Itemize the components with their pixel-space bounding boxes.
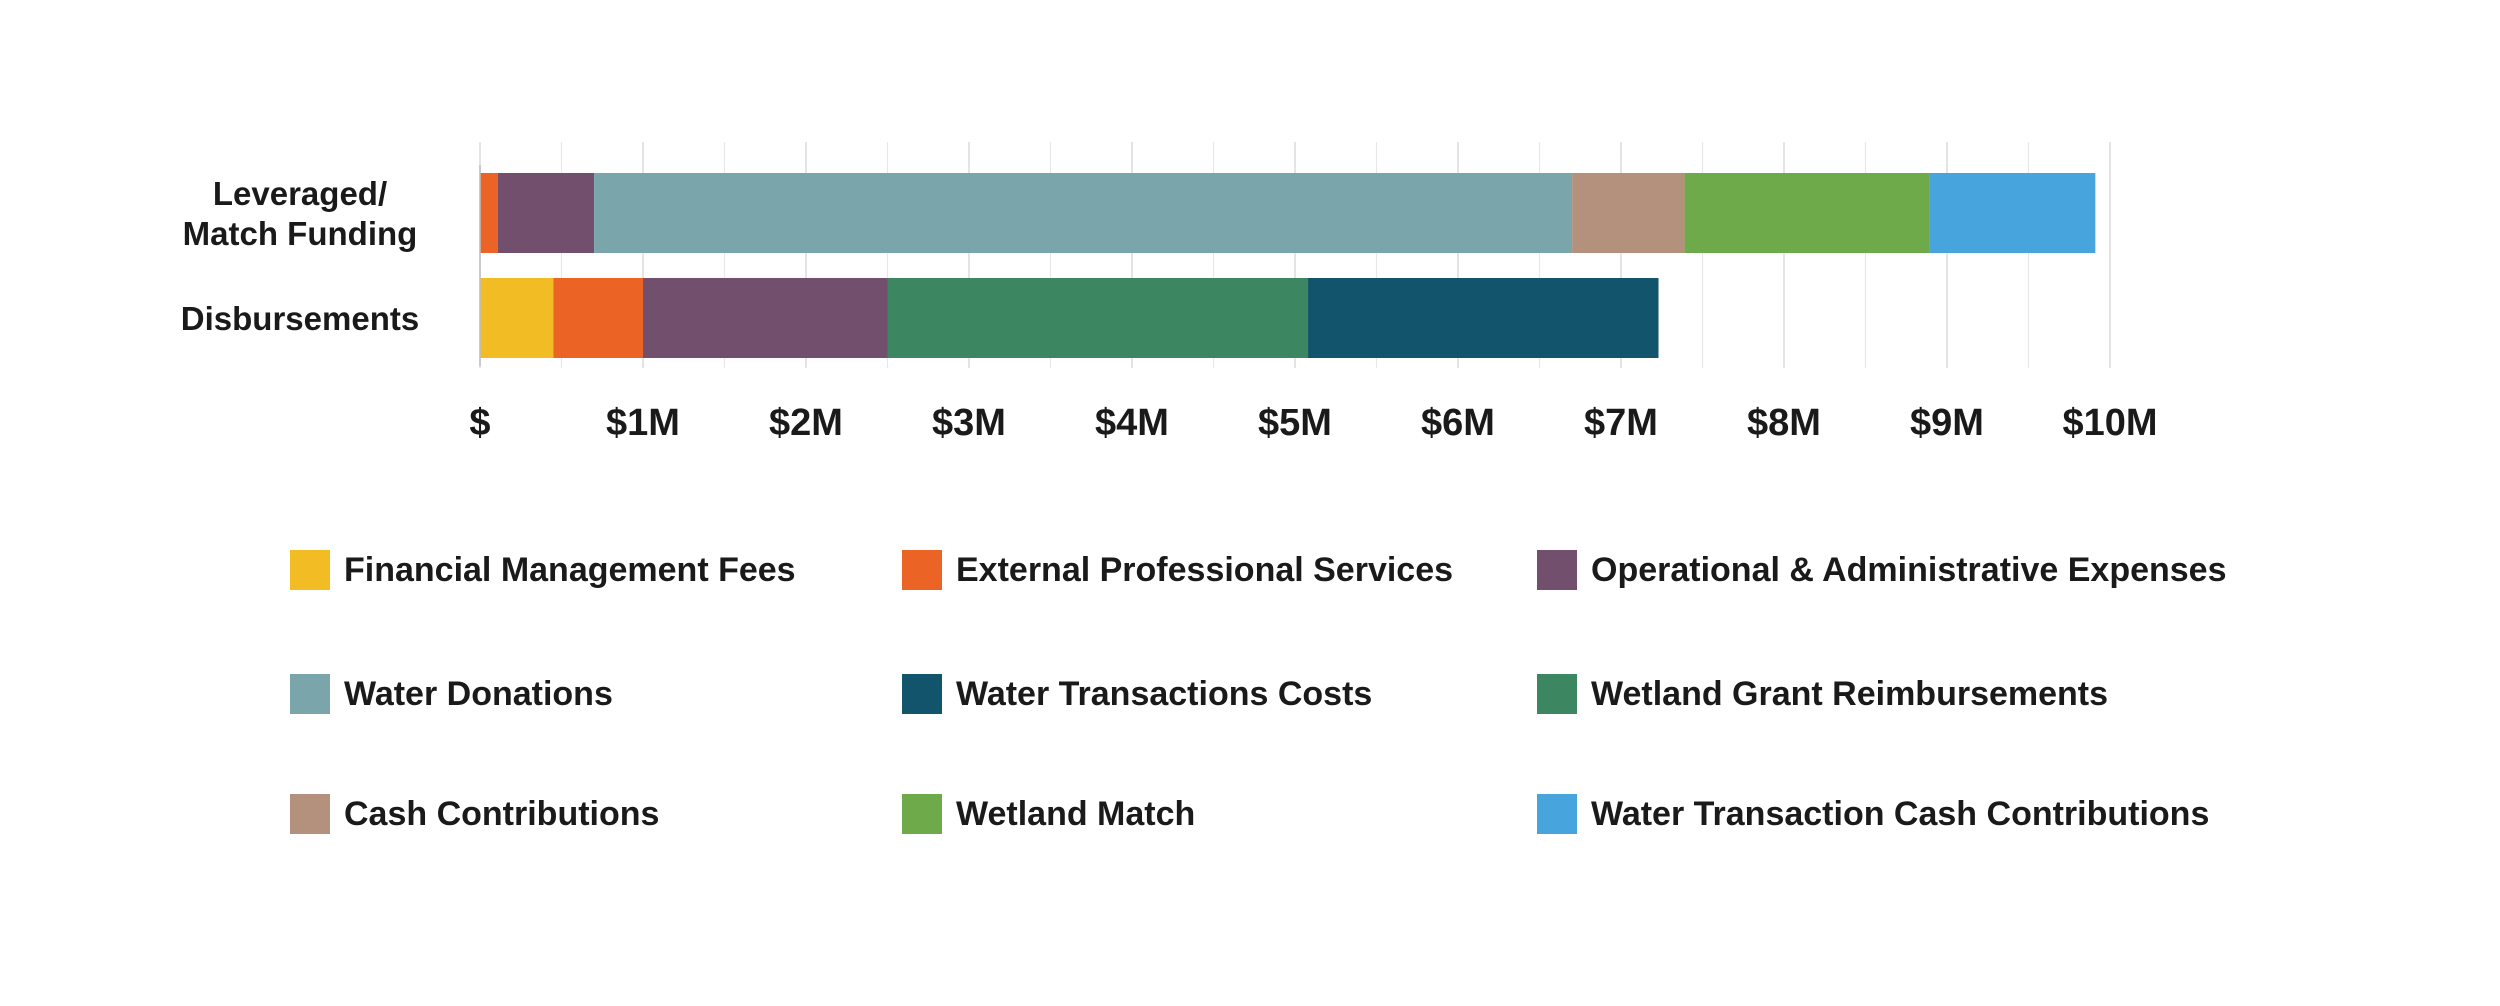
legend-item-financial-management-fees: Financial Management Fees — [290, 548, 796, 592]
legend-swatch-cash-contributions — [290, 794, 330, 834]
legend-item-external-professional-services: External Professional Services — [902, 548, 1453, 592]
bar-leveraged-match-funding-water-transaction-cash-contributions — [1929, 173, 2096, 253]
legend-label-operational-administrative-expenses: Operational & Administrative Expenses — [1591, 550, 2227, 589]
x-tick-label: $5M — [1258, 402, 1332, 444]
legend-swatch-financial-management-fees — [290, 550, 330, 590]
legend-swatch-water-transaction-cash-contributions — [1537, 794, 1577, 834]
legend-label-water-transaction-cash-contributions: Water Transaction Cash Contributions — [1591, 794, 2210, 833]
legend-swatch-wetland-grant-reimbursements — [1537, 674, 1577, 714]
x-tick-label: $9M — [1910, 402, 1984, 444]
bar-leveraged-match-funding-cash-contributions — [1572, 173, 1685, 253]
legend-label-external-professional-services: External Professional Services — [956, 550, 1454, 589]
legend-label-wetland-grant-reimbursements: Wetland Grant Reimbursements — [1591, 674, 2109, 713]
x-tick-label: $ — [469, 402, 490, 444]
bar-disbursements-operational-administrative-expenses — [643, 278, 888, 358]
x-tick-label: $7M — [1584, 402, 1658, 444]
legend-item-water-transactions-costs: Water Transactions Costs — [902, 672, 1372, 716]
legend-item-water-donations: Water Donations — [290, 672, 613, 716]
x-tick-label: $4M — [1095, 402, 1169, 444]
legend-item-wetland-grant-reimbursements: Wetland Grant Reimbursements — [1537, 672, 2108, 716]
x-tick-label: $8M — [1747, 402, 1821, 444]
bar-disbursements-water-transactions-costs — [1308, 278, 1659, 358]
category-label: Leveraged/ — [213, 175, 387, 212]
x-tick-label: $10M — [2062, 402, 2157, 444]
legend-label-water-transactions-costs: Water Transactions Costs — [956, 674, 1373, 713]
x-tick-label: $6M — [1421, 402, 1495, 444]
x-tick-label: $1M — [606, 402, 680, 444]
bar-disbursements-wetland-grant-reimbursements — [887, 278, 1309, 358]
x-tick-label: $3M — [932, 402, 1006, 444]
legend-item-water-transaction-cash-contributions: Water Transaction Cash Contributions — [1537, 792, 2209, 836]
chart-plot: $ $1M $2M $3M $4M $5M $6M $7M $8M $9M $10M Leverage… — [181, 142, 2158, 444]
category-label: Disbursements — [181, 300, 419, 337]
legend-label-water-donations: Water Donations — [344, 674, 613, 713]
category-label: Match Funding — [183, 215, 418, 252]
bar-leveraged-match-funding-external-professional-services — [480, 173, 498, 253]
legend-swatch-external-professional-services — [902, 550, 942, 590]
legend-swatch-water-transactions-costs — [902, 674, 942, 714]
legend-swatch-wetland-match — [902, 794, 942, 834]
legend-label-financial-management-fees: Financial Management Fees — [344, 550, 796, 589]
legend-item-operational-administrative-expenses: Operational & Administrative Expenses — [1537, 548, 2227, 592]
bar-leveraged-match-funding-operational-administrative-expenses — [497, 173, 595, 253]
bar-leveraged-match-funding-water-donations — [594, 173, 1573, 253]
legend-swatch-water-donations — [290, 674, 330, 714]
bar-disbursements-financial-management-fees — [480, 278, 554, 358]
legend-item-cash-contributions: Cash Contributions — [290, 792, 659, 836]
legend-item-wetland-match: Wetland Match — [902, 792, 1195, 836]
legend-label-wetland-match: Wetland Match — [956, 794, 1196, 833]
legend-swatch-operational-administrative-expenses — [1537, 550, 1577, 590]
x-tick-label: $2M — [769, 402, 843, 444]
bar-disbursements-external-professional-services — [553, 278, 643, 358]
legend-label-cash-contributions: Cash Contributions — [344, 794, 660, 833]
bar-leveraged-match-funding-wetland-match — [1684, 173, 1930, 253]
